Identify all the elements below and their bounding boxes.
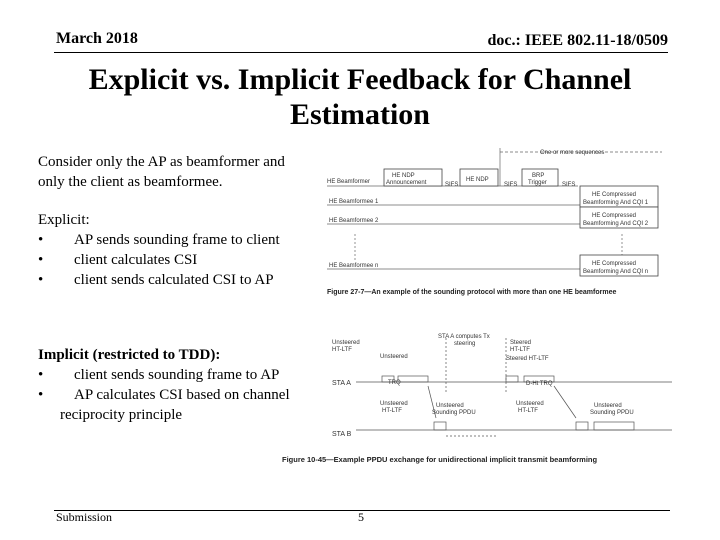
fig2-label: Steered HT-LTF — [506, 356, 549, 362]
ndpa-frame — [383, 168, 443, 187]
fig2-label: Unsteered — [594, 403, 622, 409]
sifs-label: SIFS — [562, 182, 575, 188]
fig2-label: D-Ht TRQ — [526, 381, 553, 387]
fig2-label: Unsteered — [436, 403, 464, 409]
row-label: STA A — [332, 380, 351, 387]
header-divider — [54, 52, 668, 53]
row-label: HE Beamformee 1 — [329, 199, 379, 205]
report-frame-2 — [579, 206, 659, 229]
fig2-label: TRQ — [388, 380, 401, 386]
report-frame-n — [579, 254, 659, 277]
explicit-item-text: client sends calculated CSI to AP — [74, 272, 274, 288]
brp-label: Trigger — [528, 180, 547, 186]
implicit-beamforming-figure: Unsteered HT-LTF STA A STA B Unsteered T… — [282, 334, 672, 464]
implicit-item: • AP calculates CSI based on channel — [38, 385, 318, 405]
bullet-icon: • — [38, 232, 44, 248]
report-label: Beamforming And CQI n — [583, 269, 648, 275]
fig2-label: HT-LTF — [382, 408, 402, 414]
explicit-item: • client sends calculated CSI to AP — [38, 270, 328, 290]
implicit-heading: Implicit (restricted to TDD): — [38, 347, 221, 363]
row-label: STA B — [332, 431, 352, 438]
report-label: HE Compressed — [592, 261, 636, 267]
ndpa-label: HE NDP — [392, 173, 415, 179]
report-label: HE Compressed — [592, 192, 636, 198]
implicit-item-text: client sends sounding frame to AP — [74, 367, 280, 383]
report-label: Beamforming And CQI 2 — [583, 221, 649, 227]
page-number: 5 — [358, 510, 364, 524]
fig2-label: HT-LTF — [518, 408, 538, 414]
explicit-item: • AP sends sounding frame to client — [38, 230, 328, 250]
intro-line-2: only the client as beamformee. — [38, 174, 223, 190]
footer-submission: Submission — [56, 510, 113, 524]
explicit-item: • client calculates CSI — [38, 250, 328, 270]
bullet-icon: • — [38, 252, 44, 268]
fig2-label: Unsteered — [516, 401, 544, 407]
explicit-item-text: AP sends sounding frame to client — [74, 232, 280, 248]
fig2-label: Sounding PPDU — [590, 410, 634, 416]
figure-caption: Figure 10-45—Example PPDU exchange for u… — [282, 455, 597, 464]
implicit-section: Implicit (restricted to TDD): • client se… — [38, 345, 318, 425]
row-label: HE Beamformer — [327, 179, 370, 185]
implicit-item-text: AP calculates CSI based on channel — [74, 387, 290, 403]
intro-line-1: Consider only the AP as beamformer and — [38, 154, 285, 170]
report-label: HE Compressed — [592, 213, 636, 219]
row-label: HE Beamformee 2 — [329, 218, 379, 224]
ndpa-label: Announcement — [386, 180, 427, 186]
implicit-item: • client sends sounding frame to AP — [38, 365, 318, 385]
fig2-label: Unsteered — [380, 401, 408, 407]
brp-label: BRP — [532, 173, 544, 179]
bullet-icon: • — [38, 367, 44, 383]
sounding-protocol-figure: One or more sequences HE Beamformer HE B… — [327, 148, 662, 296]
sifs-label: SIFS — [504, 182, 517, 188]
intro-text: Consider only the AP as beamformer and o… — [38, 152, 308, 192]
axis-label: Unsteered — [332, 340, 360, 346]
explicit-item-text: client calculates CSI — [74, 252, 198, 268]
header-doc-id: doc.: IEEE 802.11-18/0509 — [487, 32, 668, 49]
row-label: HE Beamformee n — [329, 263, 378, 269]
fig2-label: HT-LTF — [510, 347, 530, 353]
report-label: Beamforming And CQI 1 — [583, 200, 649, 206]
explicit-section: Explicit: • AP sends sounding frame to cl… — [38, 210, 328, 290]
fig2-label: STA A computes Tx — [438, 334, 490, 340]
explicit-heading: Explicit: — [38, 212, 90, 228]
bullet-icon: • — [38, 272, 44, 288]
figure-caption: Figure 27-7—An example of the sounding p… — [327, 289, 616, 296]
header-date: March 2018 — [56, 30, 138, 47]
axis-label: HT-LTF — [332, 347, 352, 353]
footer-divider — [54, 510, 670, 511]
slide-title: Explicit vs. Implicit Feedback for Chann… — [88, 63, 632, 131]
ndp-frame — [459, 168, 499, 187]
sifs-label: SIFS — [445, 182, 458, 188]
implicit-item-continuation: reciprocity principle — [60, 407, 183, 423]
fig2-label: Unsteered — [380, 354, 408, 360]
brp-trigger-frame — [521, 168, 559, 187]
bullet-icon: • — [38, 387, 44, 403]
sequence-label: One or more sequences — [540, 150, 604, 156]
fig2-label: Steered — [510, 340, 531, 346]
ndp-label: HE NDP — [466, 177, 489, 183]
fig2-label: steering — [454, 341, 475, 347]
fig2-label: Sounding PPDU — [432, 410, 476, 416]
